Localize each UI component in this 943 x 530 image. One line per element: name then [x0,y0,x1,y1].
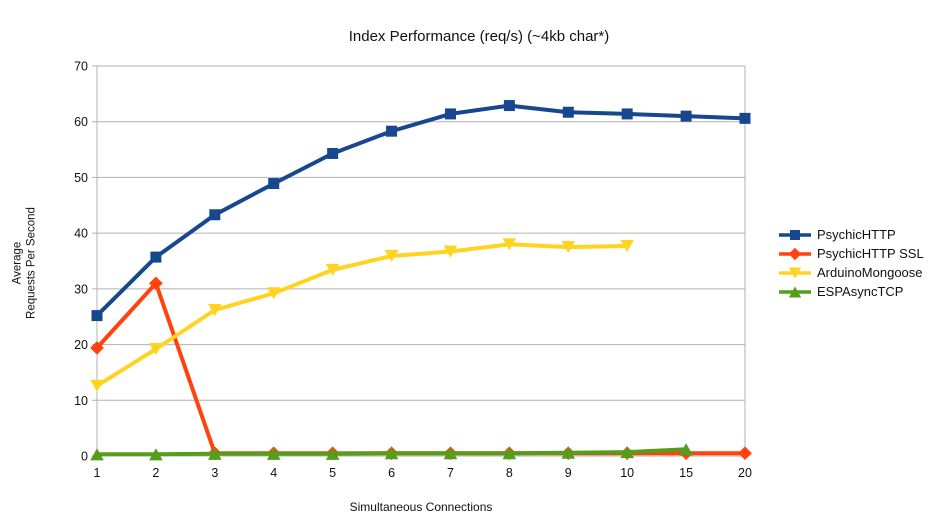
point-ArduinoMongoose-4 [266,287,281,300]
x-tick-label-15: 15 [679,466,693,480]
legend-item-PsychicHTTP: PsychicHTTP [778,227,924,242]
point-ESPAsyncTCP-2 [149,448,163,461]
x-tick-label-9: 9 [565,466,572,480]
legend-swatch-triangle-down-icon [779,267,811,278]
point-ESPAsyncTCP-15 [679,443,693,456]
y-tick-label-40: 40 [74,227,88,241]
point-PsychicHTTP SSL-20 [738,446,752,461]
legend-marker-ArduinoMongoose [788,267,802,278]
legend-label: PsychicHTTP SSL [817,246,924,261]
point-ArduinoMongoose-3 [207,303,222,317]
x-tick-label-4: 4 [270,466,277,480]
point-PsychicHTTP-3 [209,209,221,221]
point-ArduinoMongoose-6 [384,249,399,263]
point-ArduinoMongoose-2 [149,342,163,356]
point-ESPAsyncTCP-1 [90,448,104,461]
point-ArduinoMongoose-9 [561,241,576,254]
legend-swatch-diamond-icon [779,247,811,260]
legend-item-ArduinoMongoose: ArduinoMongoose [778,265,924,280]
chart-title: Index Performance (req/s) (~4kb char*) [348,28,610,45]
x-tick-label-2: 2 [152,466,159,480]
point-PsychicHTTP-15 [680,110,692,122]
point-PsychicHTTP-6 [386,125,398,137]
x-tick-label-7: 7 [447,466,454,480]
x-tick-label-20: 20 [738,466,752,480]
x-tick-label-5: 5 [329,466,336,480]
point-PsychicHTTP-4 [268,178,280,190]
y-axis-title: Average Requests Per Second [11,207,38,319]
point-PsychicHTTP-20 [739,112,751,124]
series-line-PsychicHTTP SSL [95,281,747,456]
y-tick-label-20: 20 [74,338,88,352]
point-PsychicHTTP-8 [503,100,515,112]
y-tick-label-50: 50 [74,171,88,185]
point-ArduinoMongoose-8 [502,238,517,251]
x-tick-label-1: 1 [94,466,101,480]
point-PsychicHTTP SSL-2 [149,276,163,291]
point-ESPAsyncTCP-7 [443,447,458,460]
point-PsychicHTTP-5 [327,147,339,159]
point-ArduinoMongoose-10 [620,239,635,253]
legend-marker-PsychicHTTP SSL [788,247,802,260]
point-PsychicHTTP-9 [562,106,574,118]
y-tick-label-0: 0 [81,450,88,464]
series-line-PsychicHTTP [95,103,747,318]
point-ESPAsyncTCP-10 [620,446,635,459]
series-PsychicHTTP SSL [90,276,752,461]
legend-label: PsychicHTTP [817,227,896,242]
legend-label: ArduinoMongoose [817,265,923,280]
x-tick-label-3: 3 [211,466,218,480]
point-PsychicHTTP-1 [91,310,103,322]
point-ESPAsyncTCP-9 [561,446,576,459]
series-ArduinoMongoose [90,238,635,392]
point-ESPAsyncTCP-4 [266,447,281,460]
x-tick-label-8: 8 [506,466,513,480]
legend-marker-ESPAsyncTCP [788,286,802,297]
point-ArduinoMongoose-5 [325,263,340,276]
series-ESPAsyncTCP [90,443,693,461]
y-tick-label-10: 10 [74,394,88,408]
legend-label: ESPAsyncTCP [817,284,904,299]
series-line-ArduinoMongoose [95,242,630,388]
legend-item-ESPAsyncTCP: ESPAsyncTCP [778,284,924,299]
x-tick-label-10: 10 [620,466,634,480]
y-tick-label-60: 60 [74,115,88,129]
point-PsychicHTTP-2 [150,251,162,263]
legend-swatch-square-icon [779,229,811,240]
x-tick-label-6: 6 [388,466,395,480]
x-axis-title: Simultaneous Connections [349,500,493,514]
legend-swatch-triangle-up-icon [779,286,811,297]
point-PsychicHTTP SSL-1 [90,341,104,355]
y-tick-label-70: 70 [74,60,88,74]
point-ArduinoMongoose-7 [443,245,458,258]
point-ESPAsyncTCP-8 [502,447,517,460]
y-tick-label-30: 30 [74,282,88,296]
legend-item-PsychicHTTP SSL: PsychicHTTP SSL [778,246,924,261]
series-PsychicHTTP [91,100,751,322]
point-ESPAsyncTCP-3 [207,447,222,460]
point-PsychicHTTP-7 [444,108,456,120]
point-PsychicHTTP-10 [621,108,633,120]
legend-marker-PsychicHTTP [790,229,800,240]
legend: PsychicHTTP PsychicHTTP SSL ArduinoMongoos… [778,227,924,299]
point-ESPAsyncTCP-6 [384,447,399,460]
point-ESPAsyncTCP-5 [325,447,340,460]
point-ArduinoMongoose-1 [90,379,104,392]
